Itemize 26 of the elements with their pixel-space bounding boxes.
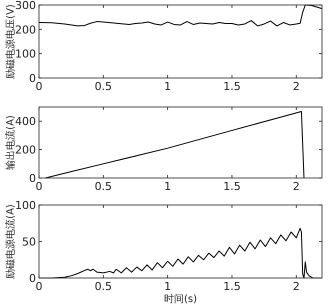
y-tick-label: 200 (15, 144, 36, 157)
y-tick-label: 100 (15, 48, 36, 61)
y-tick-label: 0 (29, 272, 36, 285)
y-tick-label: 50 (22, 236, 36, 248)
x-tick-label: 2 (292, 180, 300, 193)
x-tick-label: 1 (164, 180, 172, 193)
x-axis-title: 时间(s) (164, 293, 198, 304)
x-tick-label: 1.5 (223, 280, 241, 293)
y-tick-label: 100 (15, 199, 36, 212)
y-tick-label: 200 (15, 23, 36, 36)
y-axis-title: 励磁电源电压(V) (4, 4, 16, 79)
y-tick-label: 300 (15, 0, 36, 12)
x-tick-label: 1 (164, 280, 172, 293)
x-tick-label: 0.5 (94, 180, 112, 193)
y-tick-label: 0 (29, 172, 36, 185)
y-axis-title: 输出电流(A) (4, 115, 16, 170)
x-tick-label: 0.5 (94, 80, 112, 93)
x-tick-label: 2 (292, 280, 300, 293)
x-tick-label: 1.5 (223, 80, 241, 93)
y-tick-label: 0 (29, 72, 36, 85)
y-tick-label: 400 (15, 115, 36, 128)
x-tick-label: 1.5 (223, 180, 241, 193)
x-tick-label: 2 (292, 80, 300, 93)
x-tick-label: 0.5 (94, 280, 112, 293)
y-axis-title: 励磁电源电流(A) (4, 204, 16, 279)
x-tick-label: 1 (164, 80, 172, 93)
